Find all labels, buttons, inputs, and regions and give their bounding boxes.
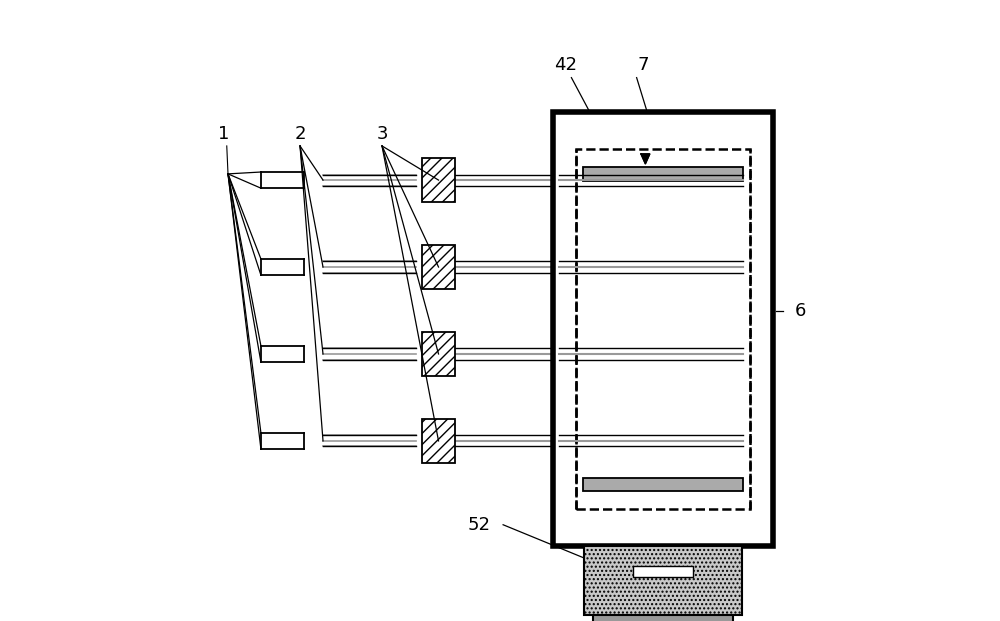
Bar: [422, 419, 455, 463]
Bar: [584, 546, 742, 615]
Text: 6: 6: [795, 302, 806, 319]
Bar: [593, 615, 733, 621]
Text: 42: 42: [554, 57, 577, 74]
Text: 52: 52: [468, 516, 491, 533]
Text: 1: 1: [218, 125, 229, 142]
Bar: [633, 566, 693, 578]
Polygon shape: [641, 154, 650, 164]
Bar: [583, 478, 743, 491]
Bar: [553, 112, 773, 546]
Bar: [583, 167, 743, 181]
Text: 2: 2: [294, 125, 306, 142]
Bar: [422, 332, 455, 376]
Bar: [422, 245, 455, 289]
Text: 3: 3: [376, 125, 388, 142]
Bar: [576, 149, 750, 509]
Text: 7: 7: [637, 57, 649, 74]
Bar: [422, 158, 455, 202]
